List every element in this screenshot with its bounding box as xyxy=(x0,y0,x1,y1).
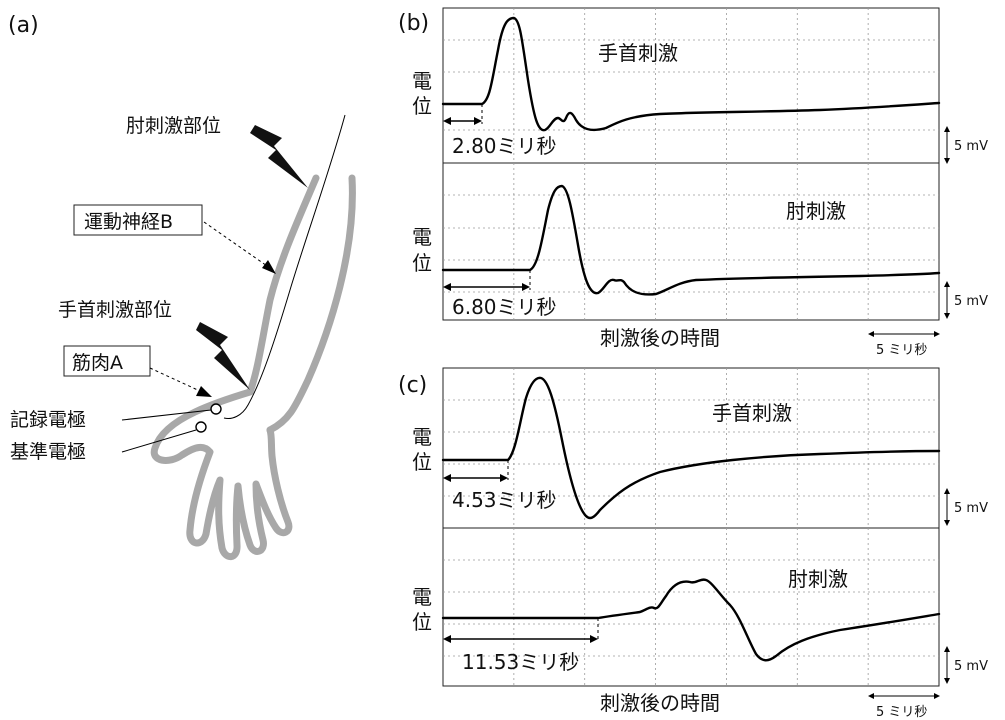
trace-c1-latency: 4.53ミリ秒 xyxy=(452,488,557,512)
arrow-head-icon xyxy=(262,260,276,274)
lightning-bolt-icon xyxy=(250,125,308,188)
arrow-head-icon xyxy=(443,283,451,291)
arrow-head-icon xyxy=(868,331,874,337)
arrow-head-icon xyxy=(944,313,950,319)
arrow-head-icon xyxy=(443,117,451,125)
panel-c: (c) 手首刺激 電 位 4.53ミリ秒 5 mV 肘刺激 電 位 11.53ミ… xyxy=(398,368,988,720)
panel-a: (a) 肘刺激部位 運動神経B 手首刺激部位 筋肉A 記録電 xyxy=(8,13,352,557)
trace-b1-latency: 2.80ミリ秒 xyxy=(452,134,557,158)
panel-b-grid xyxy=(443,8,939,320)
label-muscle: 筋肉A xyxy=(72,352,123,374)
panel-c-time-axis-label: 刺激後の時間 xyxy=(600,691,720,715)
pointer-reference-electrode xyxy=(122,430,196,452)
trace-c2-ylabel-2: 位 xyxy=(412,610,432,634)
reference-electrode-marker xyxy=(196,422,206,432)
trace-b1-waveform xyxy=(443,18,939,130)
pointer-recording-electrode xyxy=(122,410,211,420)
arrow-head-icon xyxy=(944,520,950,526)
trace-b2-latency: 6.80ミリ秒 xyxy=(452,295,557,319)
arrow-head-icon xyxy=(944,646,950,652)
arrow-head-icon xyxy=(500,474,508,482)
arrow-head-icon xyxy=(590,635,598,643)
trace-c1-amp-scale: 5 mV xyxy=(954,501,988,516)
panel-b-letter: (b) xyxy=(398,11,429,36)
panel-b-frame xyxy=(443,8,939,320)
panel-c-letter: (c) xyxy=(398,373,427,398)
trace-c1-ylabel-2: 位 xyxy=(412,450,432,474)
arrow-head-icon xyxy=(944,158,950,164)
arrow-head-icon xyxy=(944,678,950,684)
trace-b1-stim-label: 手首刺激 xyxy=(598,41,678,65)
trace-b1-ylabel-1: 電 xyxy=(412,69,432,93)
arrow-head-icon xyxy=(944,281,950,287)
arrow-head-icon xyxy=(474,117,482,125)
pointer-muscle xyxy=(150,368,202,392)
trace-b2-waveform xyxy=(443,186,939,295)
arrow-head-icon xyxy=(522,283,530,291)
panel-a-letter: (a) xyxy=(8,13,39,38)
arrow-head-icon xyxy=(443,474,451,482)
trace-b1-ylabel-2: 位 xyxy=(412,94,432,118)
panel-b: (b) 手首刺激 電 位 2.80ミリ秒 5 mV 肘刺激 電 位 6.80ミリ… xyxy=(398,8,988,358)
trace-b2-ylabel-1: 電 xyxy=(412,225,432,249)
trace-c1-ylabel-1: 電 xyxy=(412,425,432,449)
trace-c1-stim-label: 手首刺激 xyxy=(712,401,792,425)
trace-b2-ylabel-2: 位 xyxy=(412,251,432,275)
trace-b2-amp-scale: 5 mV xyxy=(954,294,988,309)
label-reference-electrode: 基準電極 xyxy=(10,441,86,463)
lightning-bolt-icon xyxy=(196,322,250,390)
panel-b-time-axis-label: 刺激後の時間 xyxy=(600,326,720,350)
recording-electrode-marker xyxy=(211,404,221,414)
panel-c-time-scale: 5 ミリ秒 xyxy=(876,705,927,720)
trace-c2-amp-scale: 5 mV xyxy=(954,659,988,674)
trace-b1-amp-scale: 5 mV xyxy=(954,139,988,154)
arrow-head-icon xyxy=(443,635,451,643)
trace-c2-stim-label: 肘刺激 xyxy=(788,567,848,591)
arrow-head-icon xyxy=(944,488,950,494)
arrow-head-icon xyxy=(196,386,212,397)
arrow-head-icon xyxy=(944,126,950,132)
label-wrist-site: 手首刺激部位 xyxy=(58,299,172,321)
label-motor-nerve: 運動神経B xyxy=(84,211,173,233)
trace-c2-ylabel-1: 電 xyxy=(412,585,432,609)
arrow-head-icon xyxy=(934,693,940,699)
panel-b-time-scale: 5 ミリ秒 xyxy=(876,343,927,358)
label-elbow-site: 肘刺激部位 xyxy=(126,115,221,137)
arrow-head-icon xyxy=(868,693,874,699)
arrow-head-icon xyxy=(934,331,940,337)
label-recording-electrode: 記録電極 xyxy=(10,409,86,431)
trace-c2-latency: 11.53ミリ秒 xyxy=(462,650,579,674)
pointer-motor-nerve xyxy=(204,222,270,268)
trace-b2-stim-label: 肘刺激 xyxy=(786,199,846,223)
